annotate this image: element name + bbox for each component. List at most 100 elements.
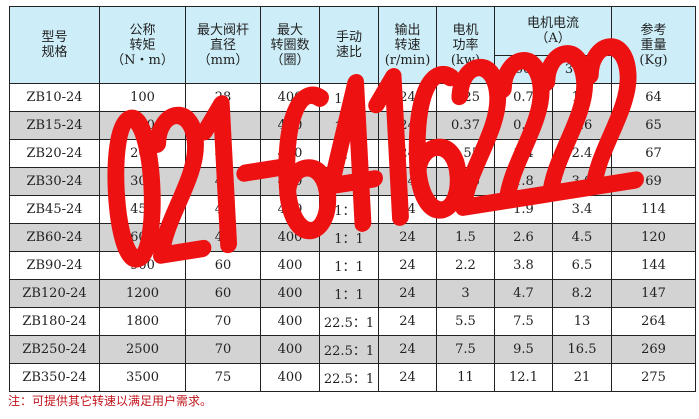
- cell-speed: 24: [378, 111, 437, 140]
- cell-model: ZB20-24: [9, 139, 100, 168]
- table-row: ZB90-24 900 60 400 1：1 24 2.2 3.8 6.5 144: [9, 251, 697, 280]
- cell-current-660v: 0.9: [494, 111, 553, 140]
- cell-current-660v: 12.1: [494, 363, 553, 392]
- cell-weight: 144: [611, 251, 697, 280]
- header-model-label: 型号 规格: [41, 30, 68, 60]
- content: 型号 规格 公称 转矩 （N・m） 最大阀杆 直径 （mm） 最大 转圈数 （圈…: [8, 6, 697, 408]
- cell-power: 0.75: [436, 167, 495, 196]
- cell-current-380v: 13: [551, 307, 613, 336]
- cell-turns: 400: [260, 167, 320, 196]
- cell-weight: 269: [611, 335, 697, 364]
- footnote: 注：可提供其它转速以满足用户需求。: [8, 394, 213, 408]
- table-row: ZB120-24 1200 60 400 1：1 24 3 4.7 8.2 147: [9, 279, 697, 308]
- header-ratio-label: 手动 速比: [335, 30, 362, 60]
- cell-model: ZB250-24: [9, 335, 100, 364]
- cell-torque: 1800: [99, 307, 186, 336]
- header-stem-label: 最大阀杆 直径 （mm）: [196, 22, 249, 68]
- cell-current-380v: 8.2: [551, 279, 613, 308]
- cell-torque: 900: [99, 251, 186, 280]
- cell-power: 5.5: [436, 307, 495, 336]
- table-row: ZB180-24 1800 70 400 22.5：1 24 5.5 7.5 13 264: [9, 307, 697, 336]
- table-row: ZB250-24 2500 70 400 22.5：1 24 7.5 9.5 16.5 269: [9, 335, 697, 364]
- cell-ratio: 1：1: [319, 279, 379, 308]
- table-row: ZB30-24 300 40 400 1：1 24 0.75 1.8 3.0 69: [9, 167, 697, 196]
- cell-speed: 24: [378, 83, 437, 112]
- cell-power: 0.25: [436, 83, 495, 112]
- cell-current-380v: 21: [551, 363, 613, 392]
- cell-current-380v: 3.4: [551, 195, 613, 224]
- header-speed: 输出 转速 (r/min): [378, 6, 437, 84]
- header-power-label: 电机 功率 (kw): [450, 22, 481, 68]
- cell-ratio: 1：1: [319, 83, 379, 112]
- cell-ratio: 22.5：1: [319, 307, 379, 336]
- cell-speed: 24: [378, 223, 437, 252]
- cell-stem: 48: [185, 195, 261, 224]
- cell-current-660v: 1.9: [494, 195, 553, 224]
- cell-turns: 400: [260, 307, 320, 336]
- cell-weight: 114: [611, 195, 697, 224]
- cell-stem: 48: [185, 223, 261, 252]
- cell-model: ZB90-24: [9, 251, 100, 280]
- cell-weight: 264: [611, 307, 697, 336]
- cell-model: ZB15-24: [9, 111, 100, 140]
- cell-ratio: 1：1: [319, 251, 379, 280]
- cell-torque: 200: [99, 139, 186, 168]
- cell-model: ZB350-24: [9, 363, 100, 392]
- cell-weight: 64: [611, 83, 697, 112]
- cell-ratio: 1：1: [319, 167, 379, 196]
- cell-stem: 75: [185, 363, 261, 392]
- cell-power: 11: [436, 363, 495, 392]
- cell-stem: 70: [185, 335, 261, 364]
- cell-current-380v: 16.5: [551, 335, 613, 364]
- cell-turns: 400: [260, 111, 320, 140]
- cell-current-660v: 2.6: [494, 223, 553, 252]
- cell-stem: 40: [185, 139, 261, 168]
- cell-power: 2.2: [436, 251, 495, 280]
- cell-stem: 70: [185, 307, 261, 336]
- header-model: 型号 规格: [9, 6, 100, 84]
- cell-turns: 400: [260, 83, 320, 112]
- cell-torque: 450: [99, 195, 186, 224]
- cell-stem: 28: [185, 83, 261, 112]
- header-660v: 660V: [494, 55, 553, 84]
- table-row: ZB10-24 100 28 400 1：1 24 0.25 0.7 1.3 64: [9, 83, 697, 112]
- cell-current-660v: 1.8: [494, 167, 553, 196]
- cell-current-660v: 9.5: [494, 335, 553, 364]
- cell-stem: 60: [185, 251, 261, 280]
- cell-current-660v: 7.5: [494, 307, 553, 336]
- cell-turns: 400: [260, 335, 320, 364]
- cell-turns: 400: [260, 251, 320, 280]
- cell-speed: 24: [378, 363, 437, 392]
- cell-current-660v: 3.8: [494, 251, 553, 280]
- cell-torque: 3500: [99, 363, 186, 392]
- cell-turns: 400: [260, 363, 320, 392]
- cell-weight: 69: [611, 167, 697, 196]
- cell-current-660v: 4.7: [494, 279, 553, 308]
- cell-speed: 24: [378, 335, 437, 364]
- cell-power: 0.55: [436, 139, 495, 168]
- cell-ratio: 22.5：1: [319, 363, 379, 392]
- cell-weight: 120: [611, 223, 697, 252]
- table-row: ZB350-24 3500 75 400 22.5：1 24 11 12.1 21 275: [9, 363, 697, 392]
- cell-model: ZB60-24: [9, 223, 100, 252]
- table-row: ZB15-24 150 28 400 1：1 24 0.37 0.9 1.6 65: [9, 111, 697, 140]
- header-ratio: 手动 速比: [319, 6, 379, 84]
- cell-turns: 400: [260, 139, 320, 168]
- header-torque: 公称 转矩 （N・m）: [99, 6, 186, 84]
- cell-ratio: 1：1: [319, 195, 379, 224]
- cell-torque: 2500: [99, 335, 186, 364]
- cell-stem: 40: [185, 167, 261, 196]
- cell-model: ZB180-24: [9, 307, 100, 336]
- cell-torque: 1200: [99, 279, 186, 308]
- cell-ratio: 22.5：1: [319, 335, 379, 364]
- cell-torque: 150: [99, 111, 186, 140]
- cell-current-380v: 1.3: [551, 83, 613, 112]
- table-row: ZB60-24 600 48 400 1：1 24 1.5 2.6 4.5 120: [9, 223, 697, 252]
- cell-speed: 24: [378, 251, 437, 280]
- cell-speed: 24: [378, 139, 437, 168]
- cell-weight: 275: [611, 363, 697, 392]
- header-turns-label: 最大 转圈数 （圈）: [270, 22, 310, 68]
- cell-power: 3: [436, 279, 495, 308]
- cell-torque: 600: [99, 223, 186, 252]
- cell-turns: 400: [260, 223, 320, 252]
